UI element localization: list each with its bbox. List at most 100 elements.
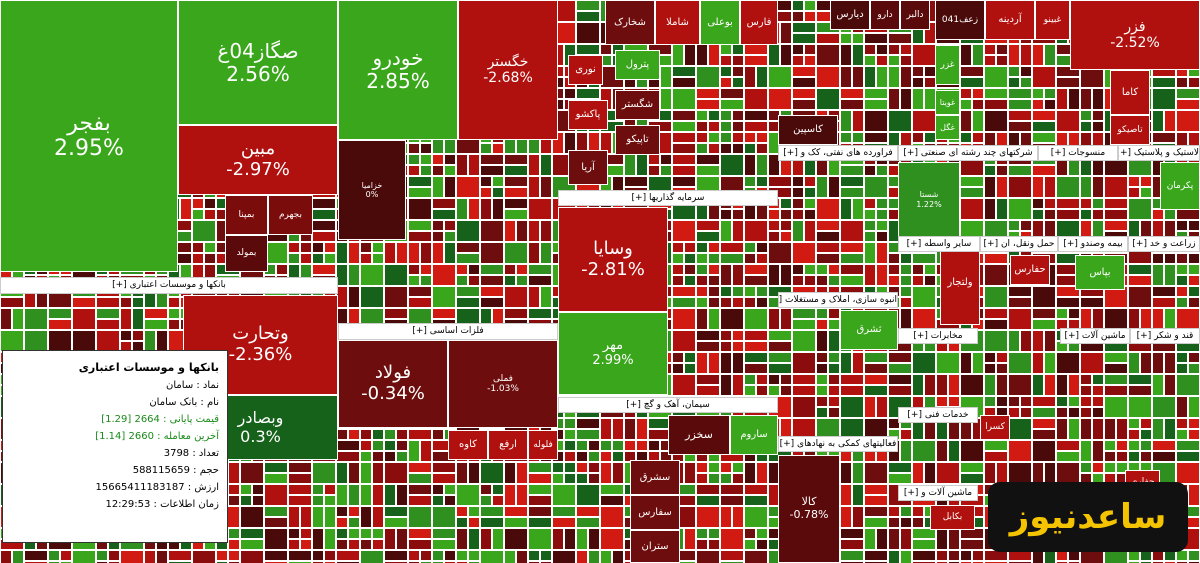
stock-change: 2.56% — [226, 61, 290, 86]
filler-tile — [1140, 429, 1152, 440]
stock-tile: فولاد -0.34% — [338, 340, 448, 428]
filler-tile — [912, 352, 936, 374]
filler-tile — [912, 539, 936, 550]
filler-tile — [864, 352, 888, 363]
filler-tile — [1104, 363, 1128, 374]
filler-tile — [1044, 198, 1056, 209]
filler-tile — [432, 462, 456, 473]
filler-tile — [1032, 440, 1056, 462]
filler-tile — [552, 462, 564, 473]
filler-tile — [432, 154, 444, 165]
filler-tile — [1056, 352, 1080, 374]
stock-tile: ساروم — [730, 415, 778, 455]
filler-tile — [480, 286, 504, 297]
filler-tile — [204, 242, 216, 253]
filler-tile — [1140, 187, 1152, 198]
filler-tile — [816, 374, 828, 385]
filler-tile — [732, 264, 744, 286]
stock-tile: آریا — [568, 150, 608, 185]
filler-tile — [1092, 396, 1104, 407]
filler-tile — [432, 176, 444, 198]
stock-tile: مبین -2.97% — [178, 125, 338, 195]
filler-tile — [1008, 110, 1032, 121]
filler-tile — [816, 330, 828, 352]
filler-tile — [840, 539, 864, 550]
filler-tile — [612, 462, 624, 484]
filler-tile — [156, 330, 168, 352]
filler-tile — [852, 44, 864, 66]
filler-tile — [1092, 385, 1104, 396]
filler-tile — [948, 550, 960, 561]
filler-tile — [1008, 440, 1032, 462]
filler-tile — [1080, 352, 1104, 374]
filler-tile — [888, 66, 900, 88]
filler-tile — [336, 451, 360, 462]
stock-symbol: کاسپین — [793, 124, 823, 136]
stock-tile: بجهرم — [268, 195, 313, 235]
filler-tile — [1176, 440, 1200, 451]
filler-tile — [720, 88, 744, 99]
filler-tile — [468, 264, 480, 275]
filler-tile — [384, 550, 408, 561]
filler-tile — [924, 264, 936, 275]
filler-tile — [672, 297, 696, 308]
filler-tile — [936, 440, 948, 462]
filler-tile — [840, 374, 864, 385]
filler-tile — [216, 550, 228, 561]
filler-tile — [960, 473, 984, 484]
filler-tile — [408, 286, 432, 297]
filler-tile — [576, 550, 588, 563]
filler-tile — [12, 308, 24, 330]
filler-tile — [504, 220, 516, 242]
filler-tile — [984, 165, 996, 176]
sector-header: منسوجات [+] — [1038, 145, 1118, 161]
filler-tile — [1140, 451, 1152, 462]
filler-tile — [1128, 286, 1152, 308]
filler-tile — [828, 385, 840, 396]
filler-tile — [1104, 176, 1128, 198]
filler-tile — [672, 374, 696, 396]
filler-tile — [684, 44, 696, 66]
filler-tile — [240, 495, 252, 506]
filler-tile — [456, 286, 480, 297]
filler-tile — [852, 352, 864, 374]
filler-tile — [456, 253, 480, 264]
filler-tile — [732, 77, 744, 88]
filler-tile — [624, 176, 648, 187]
filler-tile — [912, 275, 924, 286]
filler-tile — [996, 374, 1008, 396]
filler-tile — [300, 253, 312, 264]
filler-tile — [840, 253, 864, 264]
filler-tile — [72, 550, 96, 563]
filler-tile — [516, 275, 528, 286]
filler-tile — [744, 539, 756, 550]
filler-tile — [864, 33, 888, 44]
filler-tile — [444, 231, 456, 242]
filler-tile — [888, 462, 912, 473]
filler-tile — [264, 506, 288, 517]
filler-tile — [48, 308, 72, 319]
filler-tile — [1176, 253, 1188, 264]
filler-tile — [672, 253, 684, 264]
filler-tile — [864, 242, 876, 264]
filler-tile — [1140, 418, 1152, 429]
filler-tile — [720, 374, 732, 396]
filler-tile — [732, 121, 744, 132]
filler-tile — [1176, 396, 1188, 418]
filler-tile — [684, 275, 696, 286]
filler-tile — [900, 308, 912, 330]
filler-tile — [672, 77, 696, 88]
stock-symbol: فملی — [493, 373, 513, 384]
filler-tile — [696, 44, 708, 66]
filler-tile — [972, 110, 984, 132]
stock-change: -2.36% — [228, 344, 293, 365]
filler-tile — [1152, 297, 1176, 308]
filler-tile — [732, 66, 744, 77]
filler-tile — [384, 264, 408, 286]
filler-tile — [1140, 308, 1152, 330]
filler-tile — [360, 506, 372, 528]
filler-tile — [1188, 352, 1200, 363]
filler-tile — [1080, 209, 1092, 220]
filler-tile — [912, 308, 936, 330]
